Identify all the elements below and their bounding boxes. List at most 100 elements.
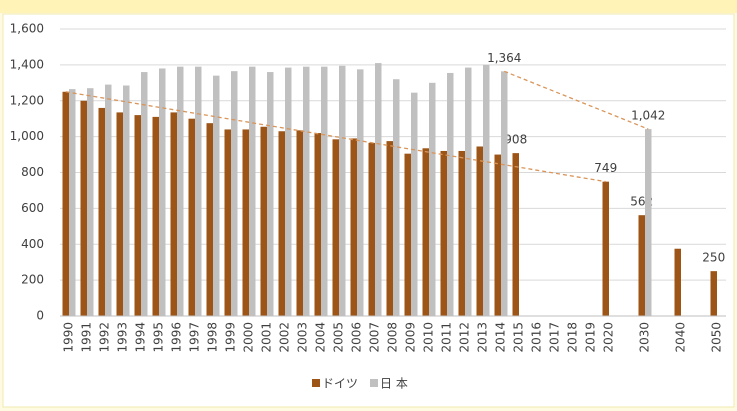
bar: [440, 150, 447, 316]
bar: [494, 154, 501, 316]
bar: [465, 67, 472, 316]
bar: [411, 92, 418, 316]
bar: [188, 118, 195, 316]
x-tick-label: 2016: [530, 322, 544, 353]
x-tick-label: 2008: [386, 322, 400, 353]
legend-label: 日 本: [380, 377, 408, 391]
bar: [141, 72, 148, 316]
bar: [195, 66, 202, 316]
bar: [242, 129, 249, 316]
bar: [645, 129, 652, 316]
x-tick-label: 2020: [602, 322, 616, 353]
x-tick-label: 2006: [350, 322, 364, 353]
bar: [386, 141, 393, 316]
bar: [674, 248, 681, 316]
bar: [152, 116, 159, 316]
y-tick-label: 1,400: [10, 57, 44, 71]
x-tick-label: 1993: [116, 322, 130, 353]
bar: [231, 71, 238, 316]
x-tick-label: 2003: [296, 322, 310, 353]
bar: [357, 69, 364, 316]
y-tick-label: 800: [21, 165, 44, 179]
bar: [501, 71, 508, 317]
bar: [260, 126, 267, 317]
y-tick-label: 400: [21, 237, 44, 251]
x-tick-label: 1990: [62, 322, 76, 353]
x-tick-label: 1991: [80, 322, 94, 353]
bar: [314, 133, 321, 316]
bar: [206, 123, 213, 316]
y-tick-label: 600: [21, 201, 44, 215]
x-tick-label: 2017: [548, 322, 562, 353]
data-label: 749: [594, 161, 617, 175]
bar: [285, 67, 292, 316]
bar: [98, 107, 105, 316]
bar: [447, 72, 454, 317]
x-tick-label: 1998: [206, 322, 220, 353]
bar: [69, 89, 76, 316]
x-tick-label: 2010: [422, 322, 436, 353]
bar: [278, 131, 285, 316]
x-tick-label: 2019: [584, 322, 598, 353]
bar: [404, 153, 411, 316]
x-tick-label: 2005: [332, 322, 346, 353]
bar: [710, 271, 717, 316]
bar: [224, 129, 231, 316]
x-tick-label: 2012: [458, 322, 472, 353]
bar: [296, 130, 303, 316]
x-tick-label: 1994: [134, 322, 148, 353]
bar: [62, 91, 69, 316]
bar: [80, 100, 87, 316]
x-tick-label: 1997: [188, 322, 202, 353]
x-tick-label: 2009: [404, 322, 418, 353]
legend-swatch: [370, 379, 379, 387]
bar: [393, 79, 400, 316]
bar: [123, 85, 130, 316]
bar: [159, 68, 166, 317]
y-tick-label: 200: [21, 273, 44, 287]
data-label: 250: [702, 251, 725, 265]
x-tick-label: 2014: [494, 322, 508, 353]
trend-line: [504, 70, 649, 130]
x-tick-label: 2000: [242, 322, 256, 353]
bar: [321, 66, 328, 316]
x-tick-label: 2030: [638, 322, 652, 353]
bar: [483, 64, 490, 316]
legend-swatch: [312, 379, 320, 387]
bar: [429, 82, 436, 316]
y-tick-label: 1,000: [10, 129, 44, 143]
bar: [512, 153, 519, 316]
bar: [170, 112, 177, 316]
y-tick-label: 0: [36, 309, 44, 323]
bar: [638, 215, 645, 316]
bar: [422, 148, 429, 316]
bar: [134, 115, 141, 316]
data-label: 908: [504, 133, 527, 147]
data-label: 1,042: [631, 109, 665, 123]
x-tick-label: 1996: [170, 322, 184, 353]
bar: [458, 150, 465, 316]
x-tick-label: 2011: [440, 322, 454, 353]
x-tick-label: 1995: [152, 322, 166, 353]
x-tick-label: 2002: [278, 322, 292, 353]
bar: [105, 84, 112, 316]
bar: [602, 181, 609, 316]
bar: [339, 65, 346, 316]
bar: [116, 112, 123, 316]
data-label: 1,364: [487, 51, 521, 65]
bar: [332, 139, 339, 316]
x-tick-label: 1999: [224, 322, 238, 353]
bar: [350, 138, 357, 316]
y-tick-label: 1,600: [10, 22, 44, 36]
x-tick-label: 2015: [512, 322, 526, 353]
bar: [213, 75, 220, 316]
bar: [303, 66, 310, 316]
x-tick-label: 2018: [566, 322, 580, 353]
bar: [267, 72, 274, 316]
bar: [177, 66, 184, 316]
x-tick-label: 2001: [260, 322, 274, 353]
bar: [476, 146, 483, 316]
x-tick-label: 2013: [476, 322, 490, 353]
